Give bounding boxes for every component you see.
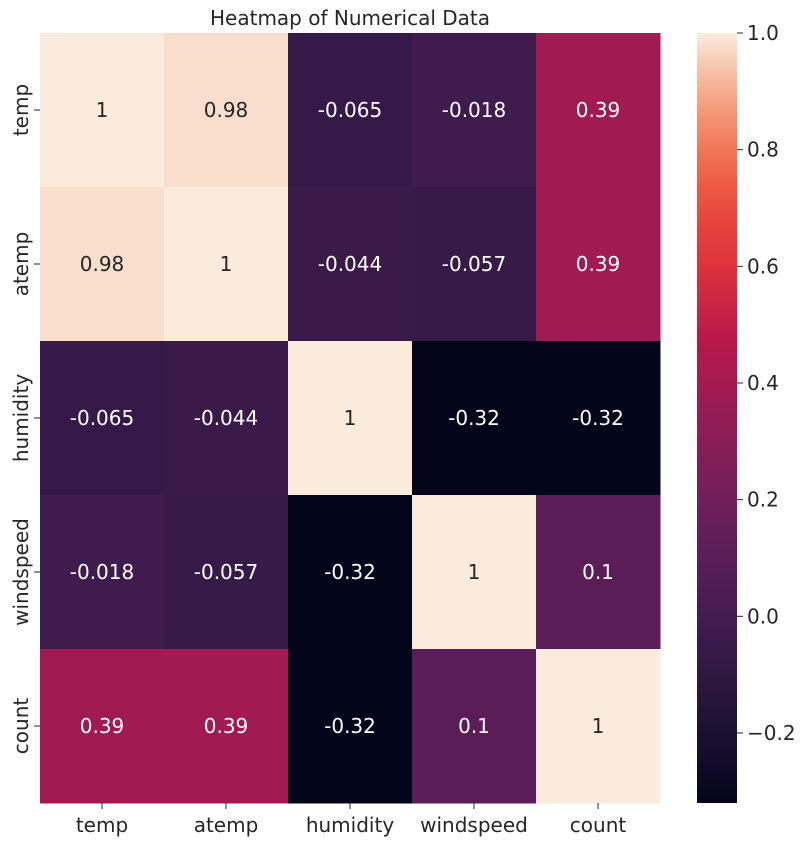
- x-tick-label: count: [570, 813, 627, 837]
- colorbar-gradient: [697, 33, 737, 803]
- heatmap-cell: [536, 495, 661, 650]
- heatmap-cell: [288, 495, 413, 650]
- cell-annotation: -0.32: [572, 406, 624, 430]
- cell-annotation: 0.1: [582, 560, 614, 584]
- heatmap-cell: [288, 649, 413, 804]
- chart-title: Heatmap of Numerical Data: [210, 6, 490, 30]
- cell-annotation: -0.057: [194, 560, 258, 584]
- cell-annotation: 1: [96, 98, 109, 122]
- heatmap-cell: [536, 341, 661, 496]
- colorbar: 1.0 0.8 0.6 0.4 0.2 0.0 −0.2: [697, 21, 796, 803]
- colorbar-tick-label: 0.6: [747, 254, 779, 278]
- heatmap-cell: [164, 33, 289, 188]
- cell-annotation: -0.065: [318, 98, 382, 122]
- cell-annotation: 1: [344, 406, 357, 430]
- colorbar-tick-label: 1.0: [747, 21, 779, 45]
- cell-annotation: 0.39: [576, 252, 621, 276]
- cell-annotation: 0.39: [204, 714, 249, 738]
- y-tick-label: count: [9, 698, 33, 755]
- cell-annotation: 1: [220, 252, 233, 276]
- cell-annotation: -0.018: [442, 98, 506, 122]
- cell-annotation: 1: [592, 714, 605, 738]
- cell-annotation: -0.32: [324, 714, 376, 738]
- cell-annotation: -0.018: [70, 560, 134, 584]
- cell-annotation: -0.065: [70, 406, 134, 430]
- heatmap-cell: [40, 187, 165, 342]
- heatmap-cell: [412, 341, 537, 496]
- heatmap-cell: [536, 33, 661, 188]
- heatmap-cell: [288, 33, 413, 188]
- heatmap-cell: [164, 187, 289, 342]
- x-tick-label: humidity: [306, 813, 394, 837]
- cell-annotation: -0.32: [324, 560, 376, 584]
- cell-annotation: -0.044: [194, 406, 258, 430]
- cell-annotation: 0.1: [458, 714, 490, 738]
- heatmap-cell: [412, 495, 537, 650]
- y-tick-label: atemp: [9, 232, 33, 297]
- y-tick-label: temp: [9, 84, 33, 136]
- heatmap-cell: [40, 649, 165, 804]
- heatmap-cell: [412, 187, 537, 342]
- colorbar-tick-label: 0.8: [747, 138, 779, 162]
- colorbar-tick-label: 0.2: [747, 488, 779, 512]
- y-tick-label: windspeed: [9, 518, 33, 626]
- colorbar-tick-label: 0.4: [747, 371, 779, 395]
- cell-annotation: -0.32: [448, 406, 500, 430]
- cell-annotation: -0.057: [442, 252, 506, 276]
- heatmap-cells: [40, 33, 661, 804]
- heatmap-cell: [288, 187, 413, 342]
- cell-annotations: 1 0.98 -0.065 -0.018 0.39 0.98 1 -0.044 -0.057 0.…: [70, 98, 624, 738]
- cell-annotation: 0.98: [80, 252, 125, 276]
- y-tick-label: humidity: [9, 374, 33, 462]
- heatmap-cell: [288, 341, 413, 496]
- y-axis: temp atemp humidity windspeed count: [9, 84, 40, 754]
- heatmap-cell: [164, 649, 289, 804]
- x-tick-label: atemp: [194, 813, 259, 837]
- x-axis: temp atemp humidity windspeed count: [76, 803, 627, 837]
- heatmap-cell: [164, 341, 289, 496]
- x-tick-label: temp: [76, 813, 128, 837]
- cell-annotation: 1: [468, 560, 481, 584]
- colorbar-tick-label: −0.2: [747, 721, 796, 745]
- x-tick-label: windspeed: [420, 813, 528, 837]
- cell-annotation: 0.39: [80, 714, 125, 738]
- cell-annotation: 0.39: [576, 98, 621, 122]
- heatmap-cell: [412, 33, 537, 188]
- cell-annotation: -0.044: [318, 252, 382, 276]
- colorbar-tick-label: 0.0: [747, 604, 779, 628]
- heatmap-cell: [40, 33, 165, 188]
- cell-annotation: 0.98: [204, 98, 249, 122]
- heatmap-cell: [40, 341, 165, 496]
- heatmap-cell: [412, 649, 537, 804]
- heatmap-cell: [164, 495, 289, 650]
- heatmap-cell: [536, 649, 661, 804]
- heatmap-cell: [536, 187, 661, 342]
- heatmap-cell: [40, 495, 165, 650]
